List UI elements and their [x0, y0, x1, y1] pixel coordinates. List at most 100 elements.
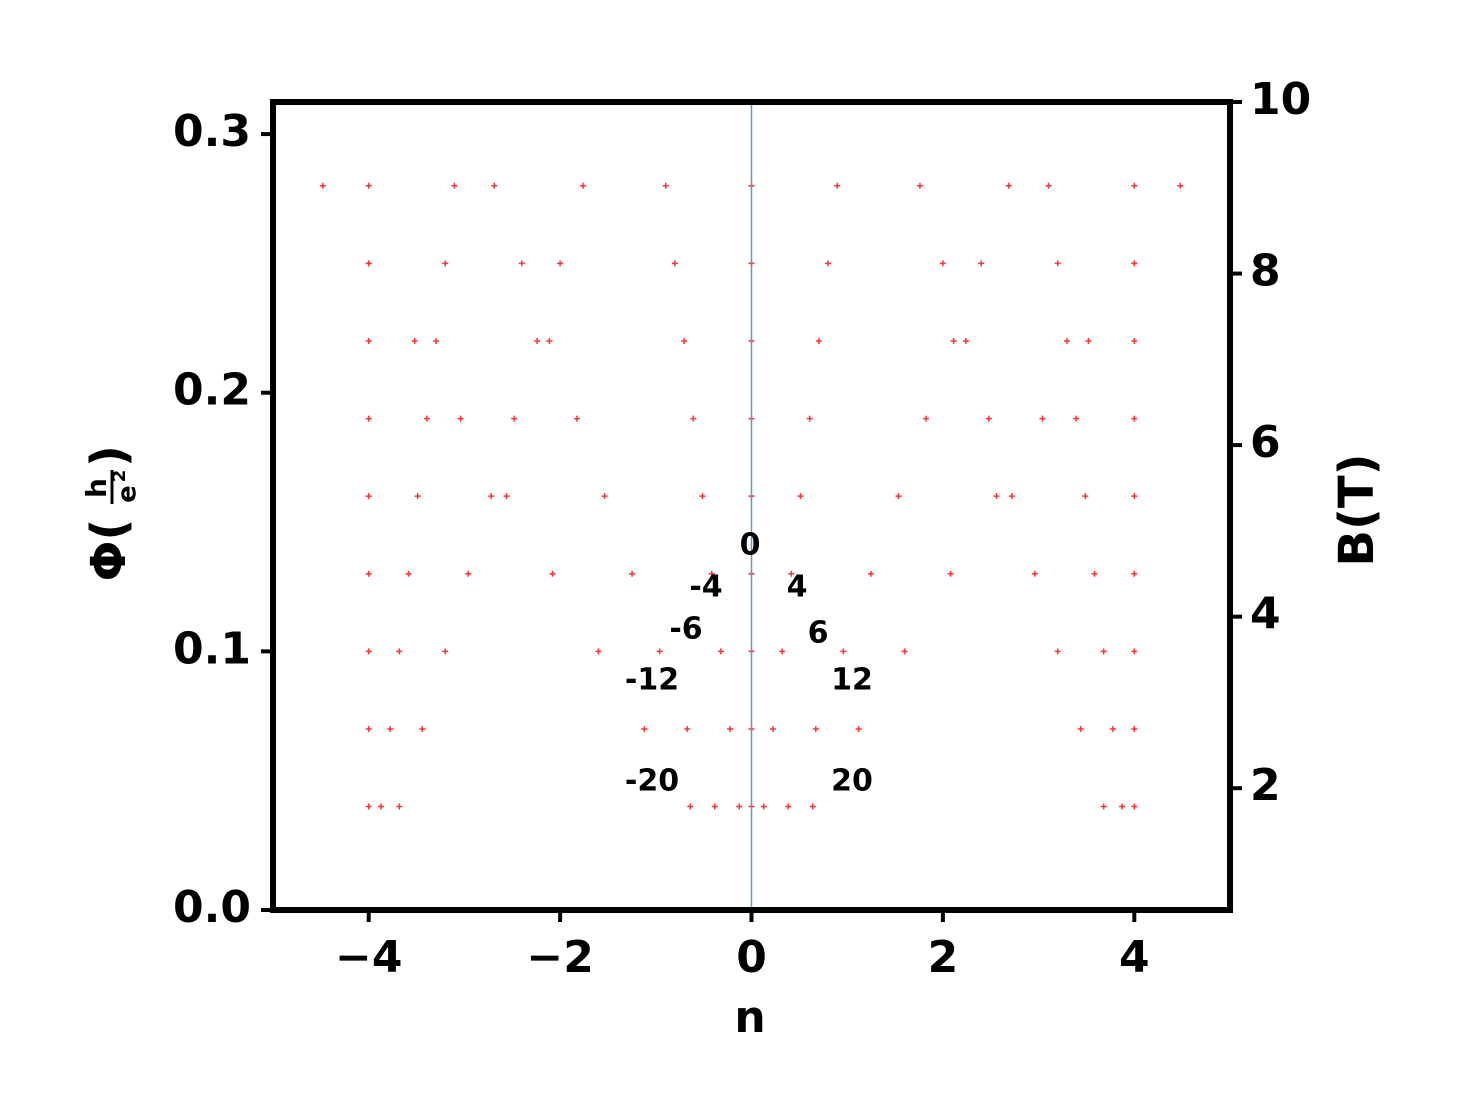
- y-label-numerator: h: [80, 478, 113, 498]
- point: [365, 337, 372, 344]
- point: [1177, 182, 1184, 189]
- point: [815, 337, 822, 344]
- point: [457, 415, 464, 422]
- point: [451, 182, 458, 189]
- point: [708, 570, 715, 577]
- plot-frame: [270, 99, 1233, 913]
- x-axis-label: n: [734, 992, 765, 1043]
- point: [365, 570, 372, 577]
- y-label-denominator: e: [113, 485, 143, 503]
- point: [806, 415, 813, 422]
- point: [855, 725, 862, 732]
- x-tick-label: 0: [736, 932, 767, 983]
- y-tick-label: 0.3: [173, 106, 251, 157]
- y-label-close: ): [81, 445, 137, 467]
- y2-tick-label: 8: [1250, 246, 1281, 297]
- point: [1031, 570, 1038, 577]
- annotation: 6: [808, 616, 829, 651]
- point: [405, 570, 412, 577]
- point: [985, 415, 992, 422]
- point: [785, 803, 792, 810]
- annotation: 4: [787, 570, 808, 605]
- point: [760, 803, 767, 810]
- annotation: -6: [669, 612, 702, 647]
- point: [377, 803, 384, 810]
- point: [727, 725, 734, 732]
- point: [546, 337, 553, 344]
- point: [387, 725, 394, 732]
- point: [365, 260, 372, 267]
- point: [711, 803, 718, 810]
- y-tick-label: 0.1: [173, 623, 251, 674]
- y-axis-label: Φ( h e 2 ): [80, 445, 143, 581]
- point: [684, 725, 691, 732]
- annotation: 12: [831, 663, 873, 698]
- point: [671, 260, 678, 267]
- point: [491, 182, 498, 189]
- point: [1131, 260, 1138, 267]
- point: [993, 493, 1000, 500]
- point: [809, 803, 816, 810]
- point: [396, 648, 403, 655]
- annotation: -12: [625, 663, 679, 698]
- point: [641, 725, 648, 732]
- point: [1100, 648, 1107, 655]
- point: [867, 570, 874, 577]
- point: [840, 648, 847, 655]
- point: [1008, 493, 1015, 500]
- point: [779, 648, 786, 655]
- point: [1077, 725, 1084, 732]
- point: [1109, 725, 1116, 732]
- point: [629, 570, 636, 577]
- point: [419, 725, 426, 732]
- point: [916, 182, 923, 189]
- point: [442, 260, 449, 267]
- point: [717, 648, 724, 655]
- annotation: 0: [740, 528, 761, 563]
- annotation: -4: [689, 570, 722, 605]
- point: [488, 493, 495, 500]
- point: [1100, 803, 1107, 810]
- point: [557, 260, 564, 267]
- point: [1131, 803, 1138, 810]
- point: [518, 260, 525, 267]
- point: [1054, 260, 1061, 267]
- point: [1063, 337, 1070, 344]
- point: [433, 337, 440, 344]
- point: [1131, 725, 1138, 732]
- point: [465, 570, 472, 577]
- point: [662, 182, 669, 189]
- point: [1131, 648, 1138, 655]
- point: [1131, 493, 1138, 500]
- point: [1039, 415, 1046, 422]
- point: [950, 337, 957, 344]
- point: [411, 337, 418, 344]
- point: [699, 493, 706, 500]
- point: [1073, 415, 1080, 422]
- point: [365, 803, 372, 810]
- point: [595, 648, 602, 655]
- point: [797, 493, 804, 500]
- point: [812, 725, 819, 732]
- point: [549, 570, 556, 577]
- x-tick-label: 4: [1119, 932, 1150, 983]
- y-tick-label: 0.2: [173, 365, 251, 416]
- annotation: -20: [625, 764, 679, 799]
- y2-tick-label: 6: [1250, 417, 1281, 468]
- point: [1131, 337, 1138, 344]
- point: [1085, 337, 1092, 344]
- y2-axis-label: B(T): [1329, 453, 1385, 566]
- x-tick-label: 2: [928, 932, 959, 983]
- point: [1082, 493, 1089, 500]
- point: [442, 648, 449, 655]
- point: [319, 182, 326, 189]
- point: [1005, 182, 1012, 189]
- point: [423, 415, 430, 422]
- y-label-symbol: Φ(: [81, 519, 137, 582]
- x-tick-label: −4: [335, 932, 402, 983]
- point: [365, 415, 372, 422]
- point: [736, 803, 743, 810]
- point: [895, 493, 902, 500]
- point: [1119, 803, 1126, 810]
